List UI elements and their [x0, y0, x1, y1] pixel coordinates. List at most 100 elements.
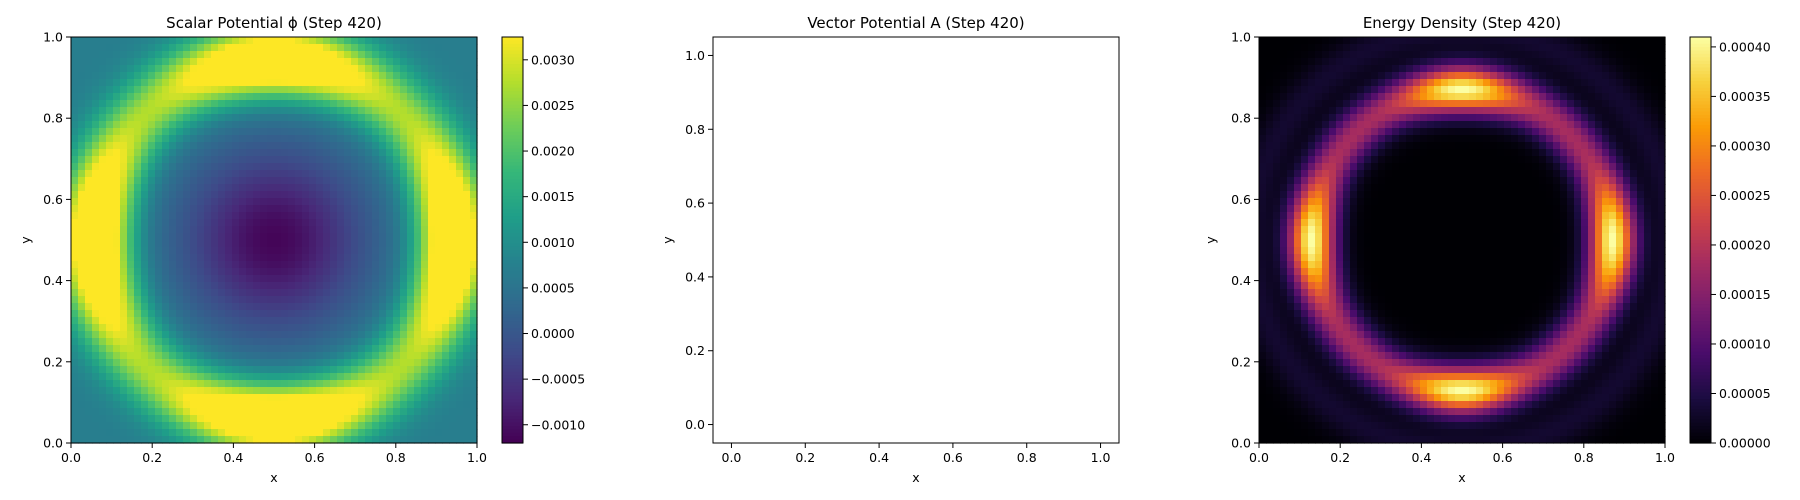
phi-cell — [470, 212, 478, 220]
energy-cell — [1588, 121, 1596, 129]
phi-cell — [239, 331, 247, 339]
colorbar-1-gradient-step — [502, 422, 523, 427]
energy-cell — [1560, 198, 1568, 206]
phi-cell — [106, 429, 114, 437]
phi-cell — [316, 303, 324, 311]
energy-cell — [1357, 100, 1365, 108]
phi-cell — [323, 436, 331, 444]
phi-cell — [456, 247, 464, 255]
energy-cell — [1392, 107, 1400, 115]
phi-cell — [351, 247, 359, 255]
energy-cell — [1616, 128, 1624, 136]
energy-cell — [1350, 128, 1358, 136]
energy-cell — [1434, 79, 1442, 87]
phi-cell — [141, 149, 149, 157]
energy-cell — [1630, 121, 1638, 129]
phi-cell — [386, 184, 394, 192]
phi-cell — [449, 387, 457, 395]
energy-cell — [1350, 100, 1358, 108]
colorbar-1-gradient-step — [502, 77, 523, 82]
phi-cell — [365, 149, 373, 157]
phi-cell — [239, 128, 247, 136]
phi-cell — [442, 149, 450, 157]
phi-cell — [162, 191, 170, 199]
phi-cell — [295, 352, 303, 360]
phi-cell — [295, 156, 303, 164]
energy-cell — [1294, 100, 1302, 108]
phi-cell — [365, 254, 373, 262]
phi-cell — [463, 170, 471, 178]
energy-cell — [1630, 135, 1638, 143]
phi-cell — [85, 121, 93, 129]
phi-cell — [358, 317, 366, 325]
phi-cell — [400, 65, 408, 73]
energy-cell — [1336, 79, 1344, 87]
phi-cell — [372, 296, 380, 304]
phi-cell — [260, 142, 268, 150]
phi-cell — [295, 44, 303, 52]
energy-cell — [1651, 100, 1659, 108]
phi-cell — [239, 51, 247, 59]
energy-cell — [1343, 100, 1351, 108]
phi-cell — [316, 100, 324, 108]
energy-cell — [1413, 114, 1421, 122]
energy-cell — [1371, 51, 1379, 59]
phi-cell — [302, 408, 310, 416]
energy-cell — [1371, 128, 1379, 136]
energy-cell — [1567, 191, 1575, 199]
colorbar-1-gradient-step — [502, 378, 523, 383]
energy-cell — [1273, 72, 1281, 80]
phi-cell — [407, 282, 415, 290]
energy-cell — [1350, 65, 1358, 73]
energy-cell — [1329, 58, 1337, 66]
phi-cell — [463, 373, 471, 381]
phi-cell — [323, 107, 331, 115]
energy-cell — [1301, 107, 1309, 115]
phi-cell — [316, 65, 324, 73]
energy-cell — [1343, 135, 1351, 143]
phi-cell — [295, 373, 303, 381]
phi-cell — [253, 121, 261, 129]
phi-cell — [225, 394, 233, 402]
phi-cell — [127, 275, 135, 283]
phi-cell — [155, 240, 163, 248]
phi-cell — [169, 310, 177, 318]
energy-cell — [1357, 156, 1365, 164]
phi-cell — [449, 58, 457, 66]
phi-cell — [414, 37, 422, 45]
phi-cell — [99, 282, 107, 290]
panel-2-xtick-label: 0.6 — [943, 450, 963, 465]
phi-cell — [120, 121, 128, 129]
colorbar-1-gradient-step — [502, 121, 523, 126]
phi-cell — [344, 142, 352, 150]
phi-cell — [183, 121, 191, 129]
phi-cell — [183, 324, 191, 332]
phi-cell — [141, 170, 149, 178]
phi-cell — [176, 324, 184, 332]
phi-cell — [155, 37, 163, 45]
phi-cell — [295, 86, 303, 94]
colorbar-1-gradient-step — [502, 152, 523, 157]
energy-cell — [1483, 114, 1491, 122]
phi-cell — [435, 121, 443, 129]
phi-cell — [99, 114, 107, 122]
phi-cell — [106, 415, 114, 423]
energy-cell — [1581, 184, 1589, 192]
phi-cell — [281, 282, 289, 290]
phi-cell — [288, 58, 296, 66]
phi-cell — [239, 345, 247, 353]
phi-cell — [309, 226, 317, 234]
phi-cell — [260, 254, 268, 262]
phi-cell — [113, 219, 121, 227]
phi-cell — [365, 373, 373, 381]
phi-cell — [148, 93, 156, 101]
phi-cell — [267, 345, 275, 353]
phi-cell — [211, 366, 219, 374]
phi-cell — [379, 422, 387, 430]
colorbar-1-tick-label: 0.0005 — [531, 280, 575, 295]
phi-cell — [379, 79, 387, 87]
phi-cell — [71, 387, 79, 395]
phi-cell — [365, 156, 373, 164]
panel-2-xlabel: x — [912, 470, 919, 485]
phi-cell — [421, 310, 429, 318]
